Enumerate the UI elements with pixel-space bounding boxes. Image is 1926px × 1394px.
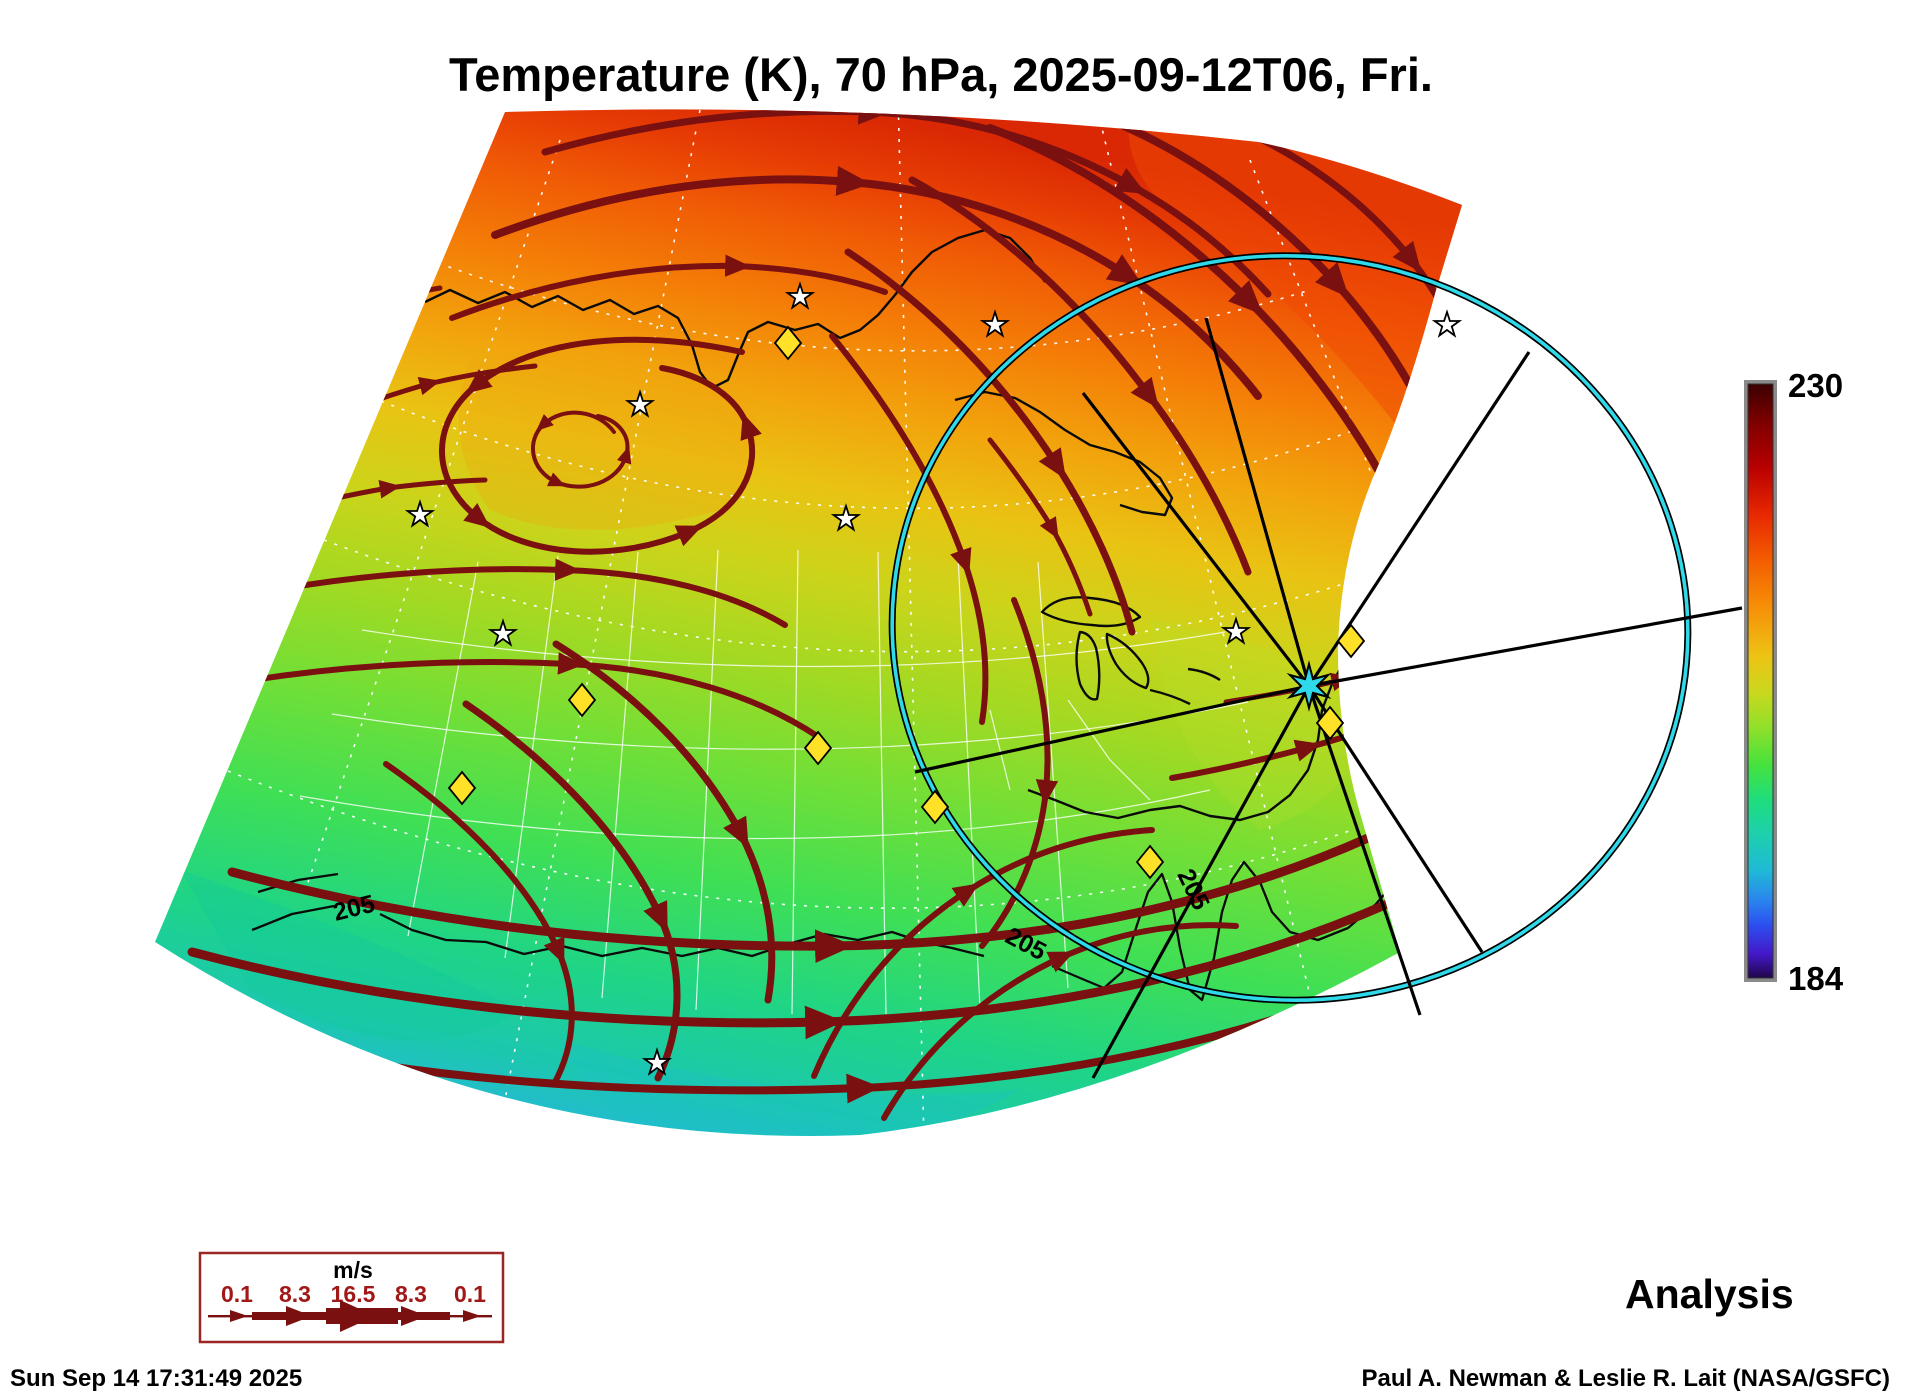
station-star-icon bbox=[624, 389, 656, 418]
contour-205-segment bbox=[379, 912, 985, 958]
station-star-icon bbox=[830, 503, 862, 532]
station-diamond-icon bbox=[447, 770, 477, 806]
station-diamond-icon bbox=[1315, 705, 1345, 741]
state-border bbox=[989, 709, 1011, 791]
streamline bbox=[986, 124, 1382, 474]
streamline bbox=[245, 558, 788, 628]
legend-tick: 0.1 bbox=[221, 1281, 253, 1307]
station-star-icon bbox=[1431, 309, 1463, 338]
state-border bbox=[957, 555, 981, 1009]
state-border bbox=[877, 551, 887, 1015]
station-diamond-icon bbox=[567, 682, 597, 718]
legend-arrow-scale bbox=[208, 1300, 492, 1332]
latitude-line bbox=[380, 400, 1356, 510]
longitude-line bbox=[897, 109, 925, 1137]
longitude-line bbox=[301, 139, 561, 901]
colorbar: 230 184 bbox=[1744, 367, 1844, 997]
state-border bbox=[791, 549, 799, 1015]
station-diamond-icon bbox=[920, 789, 950, 825]
credit-text: Paul A. Newman & Leslie R. Lait (NASA/GS… bbox=[1361, 1365, 1890, 1392]
center-station-star-icon bbox=[1286, 660, 1332, 712]
streamline bbox=[844, 248, 1136, 636]
analysis-label: Analysis bbox=[1625, 1271, 1794, 1317]
lake-erie-outline bbox=[1149, 688, 1191, 706]
map-canvas: 205 205 205 bbox=[155, 109, 1462, 1137]
station-star-icon bbox=[404, 499, 436, 528]
state-border bbox=[1037, 561, 1069, 989]
legend-arrowhead-small bbox=[230, 1310, 248, 1322]
legend-box bbox=[198, 1251, 505, 1344]
state-border bbox=[407, 561, 479, 937]
station-diamond-icon bbox=[773, 325, 803, 361]
cool-patch-bottom bbox=[560, 1040, 1020, 1137]
streamline-anticyclone bbox=[439, 336, 762, 555]
wind-speed-legend: m/s 0.1 8.3 16.5 8.3 0.1 bbox=[198, 1251, 505, 1344]
legend-tick: 8.3 bbox=[395, 1281, 427, 1307]
range-ring bbox=[890, 253, 1690, 1003]
station-diamond-icon bbox=[1135, 844, 1165, 880]
lake-michigan-outline bbox=[1075, 630, 1101, 701]
colorbar-min-label: 184 bbox=[1788, 960, 1844, 997]
colorbar-gradient bbox=[1747, 383, 1774, 979]
range-ring-layer bbox=[888, 252, 1692, 1004]
legend-arrowhead-small bbox=[463, 1310, 481, 1322]
lake-superior-outline bbox=[1040, 596, 1142, 628]
contour-secondary-segment bbox=[257, 872, 339, 894]
legend-tick: 8.3 bbox=[279, 1281, 311, 1307]
state-border bbox=[601, 551, 639, 999]
station-diamond-icon bbox=[803, 730, 833, 766]
state-border bbox=[361, 629, 1226, 668]
station-star-icon bbox=[784, 281, 816, 310]
legend-arrowhead-medium bbox=[401, 1306, 427, 1326]
streamline bbox=[908, 176, 1252, 576]
colorbar-max-label: 230 bbox=[1788, 367, 1843, 404]
streamline-jet bbox=[227, 833, 1373, 963]
streamline bbox=[541, 109, 1272, 298]
lake-ontario-outline bbox=[1187, 667, 1221, 682]
legend-arrowhead-medium bbox=[286, 1306, 312, 1326]
streamline bbox=[987, 437, 1093, 617]
streamline-anticyclone-core bbox=[530, 410, 632, 489]
station-markers bbox=[404, 281, 1463, 1076]
state-border bbox=[1067, 699, 1151, 801]
st-lawrence-coastline bbox=[954, 390, 1174, 517]
legend-units-label: m/s bbox=[333, 1257, 373, 1283]
station-star-icon bbox=[487, 618, 519, 647]
streamline bbox=[449, 254, 888, 321]
legend-arrowhead-large bbox=[340, 1300, 375, 1332]
legend-tick: 16.5 bbox=[331, 1281, 376, 1307]
legend-tick: 0.1 bbox=[454, 1281, 486, 1307]
lake-huron-outline bbox=[1105, 632, 1150, 690]
contour-205-segment bbox=[251, 904, 335, 932]
render-timestamp: Sun Sep 14 17:31:49 2025 bbox=[10, 1365, 302, 1392]
streamline bbox=[829, 333, 989, 725]
chart-title: Temperature (K), 70 hPa, 2025-09-12T06, … bbox=[449, 48, 1433, 101]
newfoundland-outline bbox=[1390, 468, 1462, 504]
temperature-field bbox=[155, 109, 1462, 1137]
station-star-icon bbox=[1220, 616, 1252, 645]
streamline bbox=[1101, 114, 1436, 434]
anticyclone-patch bbox=[458, 348, 756, 530]
streamline bbox=[979, 597, 1059, 949]
station-star-icon bbox=[979, 309, 1011, 338]
wind-streamlines bbox=[187, 109, 1462, 1137]
streamline bbox=[811, 827, 1155, 1079]
streamline-jet bbox=[246, 968, 1406, 1104]
streamline bbox=[219, 652, 823, 741]
station-star-icon bbox=[641, 1047, 673, 1076]
station-diamond-icon bbox=[1336, 623, 1366, 659]
streamline-jet bbox=[187, 897, 1397, 1040]
